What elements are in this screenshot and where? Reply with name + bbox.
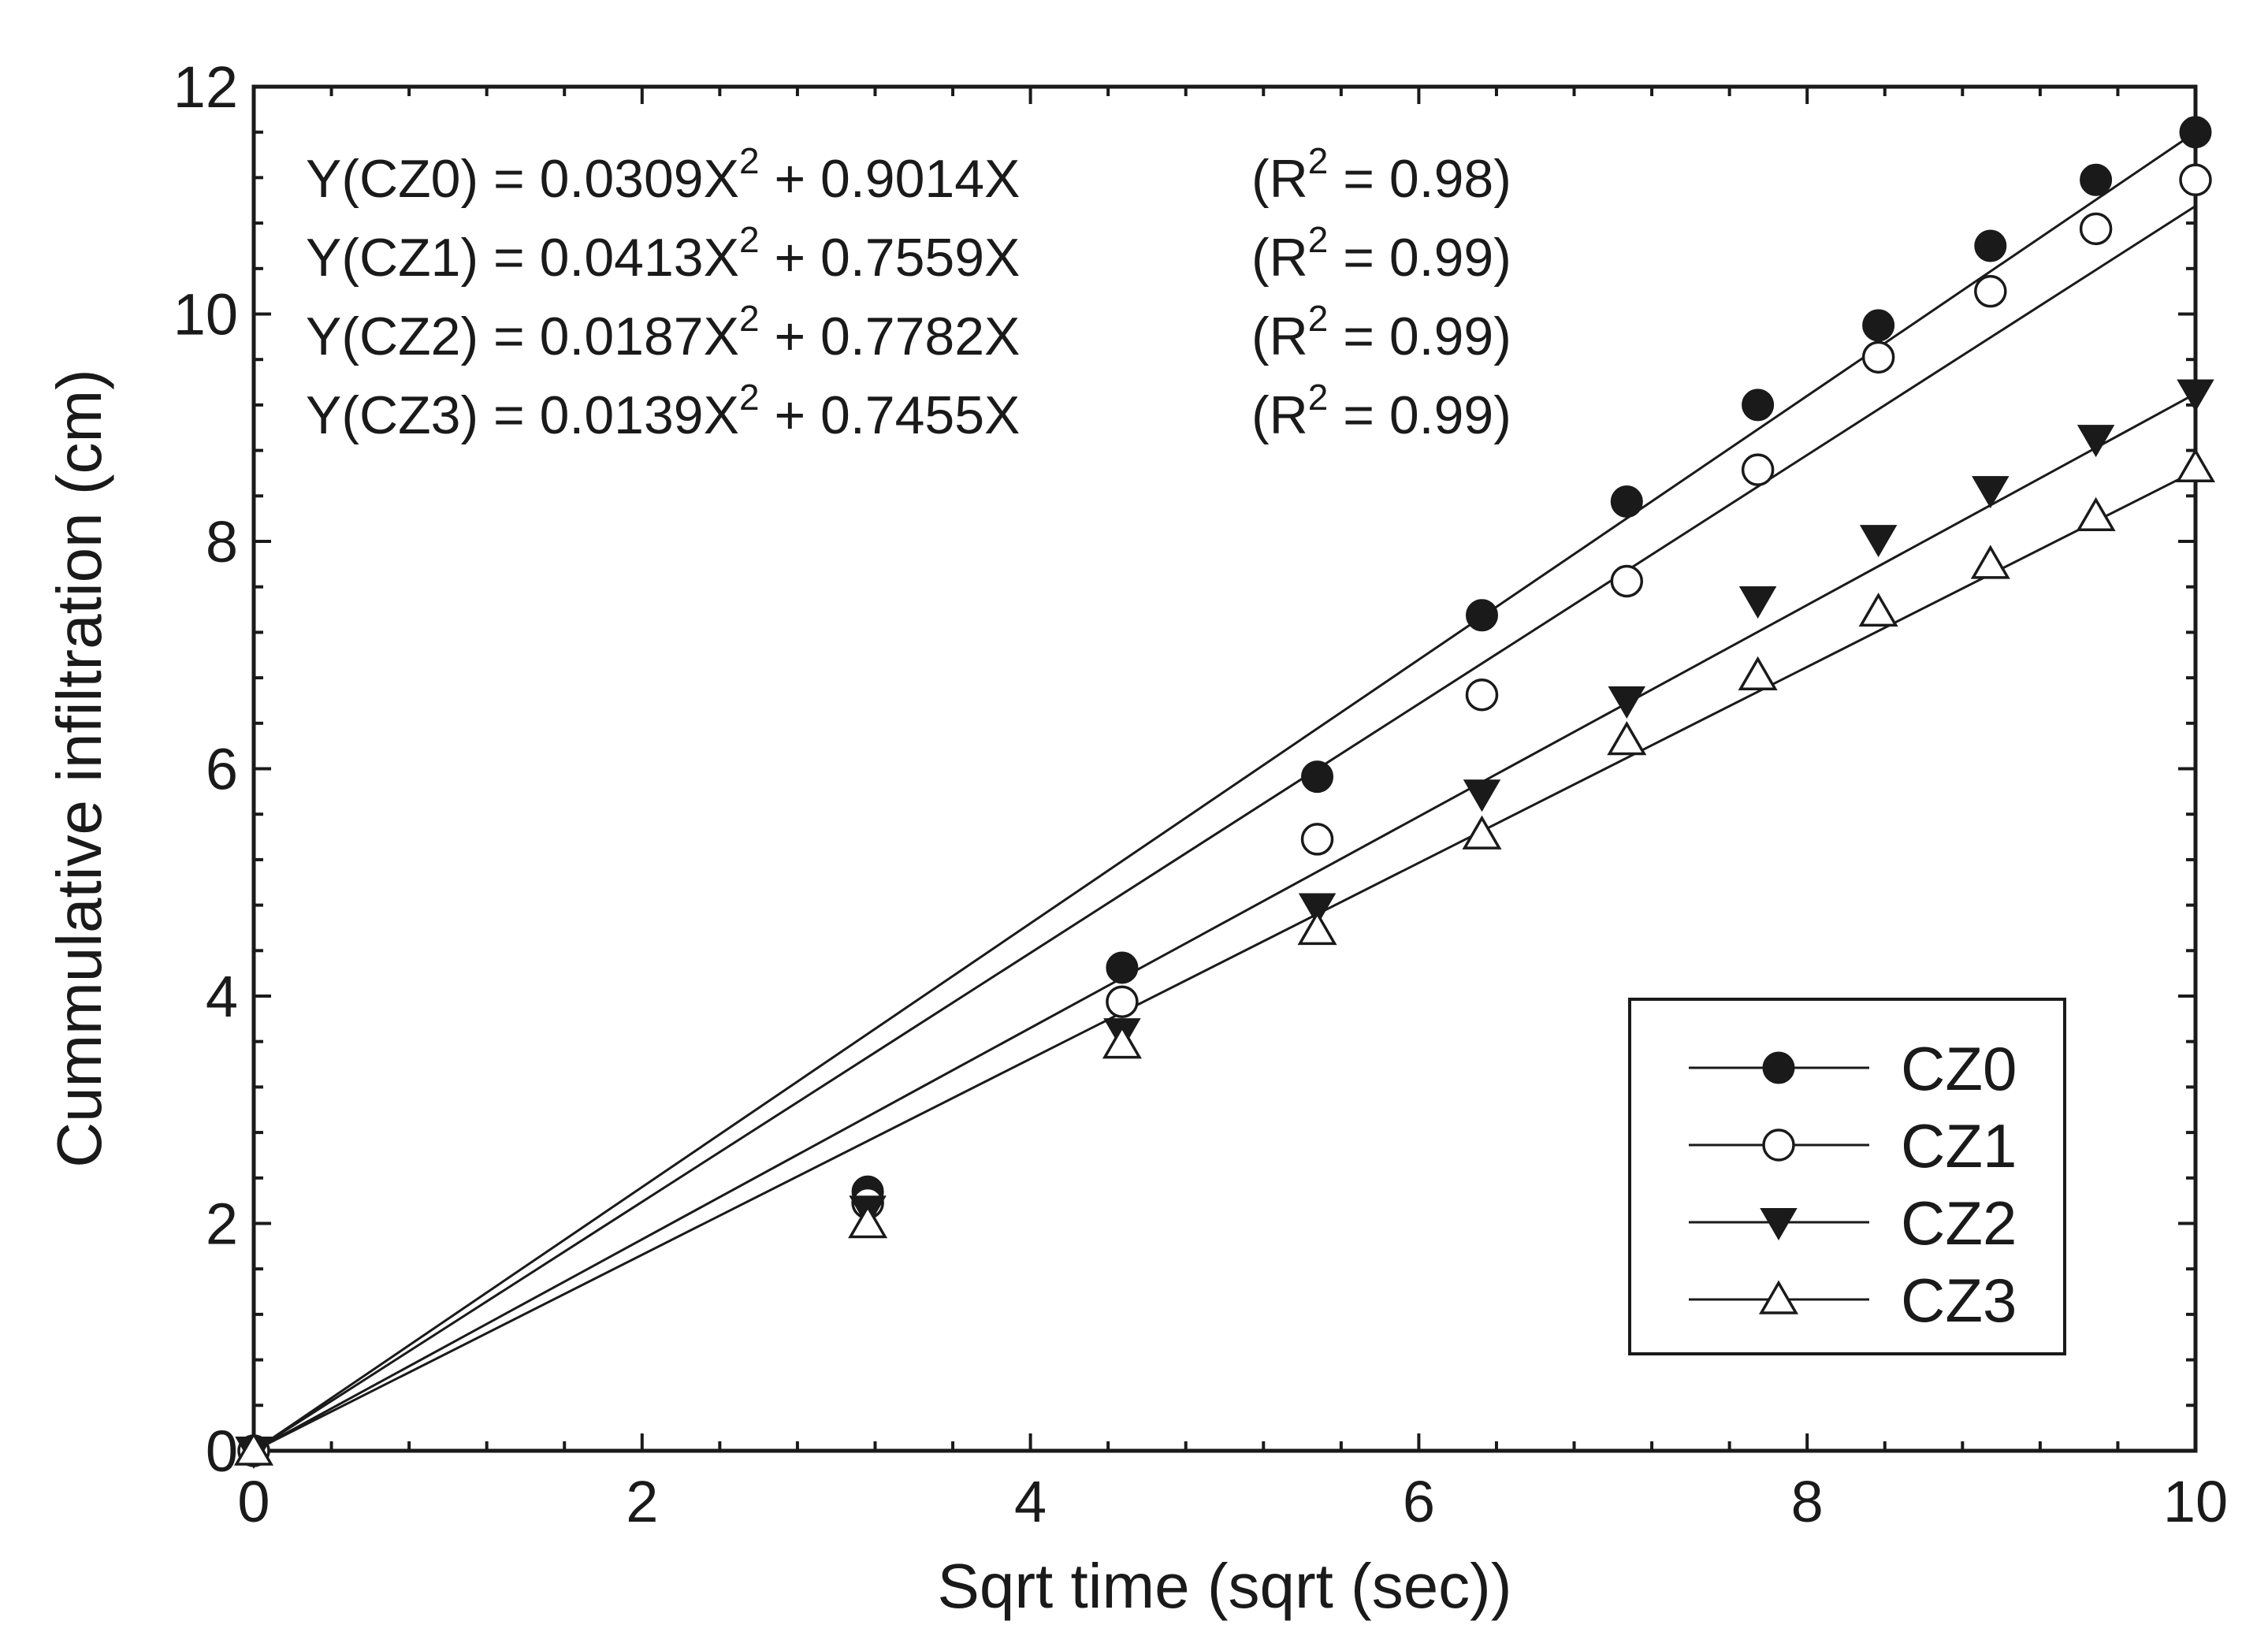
data-point-cz2: [1298, 893, 1337, 926]
legend-label-cz3: CZ3: [1901, 1266, 2017, 1335]
data-point-cz1: [1106, 985, 1139, 1018]
fit-line-cz1: [253, 205, 2196, 1452]
data-point-cz0: [1974, 229, 2007, 262]
data-point-cz2: [1859, 525, 1898, 558]
data-point-cz0: [2179, 116, 2212, 149]
data-point-cz0: [1106, 951, 1139, 984]
y-tick-label: 4: [206, 964, 238, 1029]
y-tick-label: 8: [206, 509, 238, 574]
data-point-cz0: [1465, 599, 1498, 632]
r-squared-cz0: (R2 = 0.98): [1251, 140, 1511, 209]
fit-line-cz2: [253, 392, 2196, 1452]
data-point-cz2: [1972, 476, 2010, 509]
data-points: [233, 116, 2216, 1469]
legend: CZ0 CZ1 CZ2 CZ3: [1628, 998, 2066, 1355]
x-tick-label: 10: [2163, 1469, 2228, 1534]
data-point-cz0: [2080, 163, 2113, 196]
data-point-cz2: [1463, 779, 1501, 812]
data-point-cz3: [1102, 1024, 1142, 1059]
data-point-cz1: [1861, 340, 1895, 374]
data-point-cz0: [1742, 389, 1775, 422]
y-tick-label: 0: [206, 1418, 238, 1484]
data-point-cz3: [1607, 720, 1647, 756]
legend-label-cz0: CZ0: [1901, 1034, 2017, 1103]
data-point-cz2: [1608, 686, 1646, 719]
fit-equations: Y(CZ0) = 0.0309X2 + 0.9014X (R2 = 0.98) Y(…: [306, 140, 1511, 445]
x-axis-label: Sqrt time (sqrt (sec)): [938, 1551, 1512, 1621]
legend-box: [1628, 998, 2066, 1355]
data-point-cz3: [1970, 545, 2010, 579]
data-point-cz1: [2079, 212, 2113, 246]
equation-cz0: Y(CZ0) = 0.0309X2 + 0.9014X: [306, 140, 1020, 209]
data-point-cz0: [1301, 760, 1334, 794]
data-point-cz0: [1610, 485, 1643, 519]
y-tick-label: 6: [206, 737, 238, 802]
axis-ticks: 0 2 4 6 8 10 0 2 4 6 8 10 12: [173, 54, 2228, 1534]
equation-cz2: Y(CZ2) = 0.0187X2 + 0.7782X: [306, 298, 1020, 366]
r-squared-cz3: (R2 = 0.99): [1251, 377, 1511, 445]
data-point-cz1: [2179, 163, 2212, 197]
data-point-cz3: [1858, 592, 1898, 627]
data-point-cz3: [1462, 815, 1502, 850]
fit-line-cz3: [253, 470, 2196, 1452]
legend-marker-cz1: [1762, 1128, 1795, 1162]
legend-marker-cz3: [1758, 1280, 1799, 1314]
data-point-cz1: [1465, 678, 1499, 712]
x-tick-label: 6: [1403, 1469, 1435, 1534]
r-squared-cz2: (R2 = 0.99): [1251, 298, 1511, 366]
y-tick-label: 12: [173, 54, 238, 120]
data-point-cz1: [1741, 453, 1775, 486]
data-point-cz1: [1610, 564, 1644, 598]
y-tick-label: 10: [173, 282, 238, 348]
data-point-cz2: [2077, 425, 2115, 458]
x-tick-label: 2: [626, 1469, 658, 1534]
r-squared-cz1: (R2 = 0.99): [1251, 219, 1511, 288]
x-tick-label: 4: [1014, 1469, 1047, 1534]
equation-cz1: Y(CZ1) = 0.0413X2 + 0.7559X: [306, 219, 1020, 288]
data-point-cz3: [2175, 448, 2216, 482]
data-point-cz1: [1300, 823, 1334, 856]
data-point-cz3: [848, 1204, 888, 1239]
legend-marker-cz2: [1760, 1208, 1798, 1240]
y-tick-label: 2: [206, 1192, 238, 1257]
data-point-cz1: [1974, 274, 2007, 308]
x-tick-label: 0: [237, 1469, 270, 1534]
x-tick-label: 8: [1791, 1469, 1824, 1534]
legend-label-cz1: CZ1: [1901, 1111, 2017, 1180]
y-axis-label: Cummulative infiltration (cm): [44, 369, 114, 1168]
data-point-cz2: [1738, 586, 1777, 619]
legend-label-cz2: CZ2: [1901, 1188, 2017, 1258]
data-point-cz3: [2076, 496, 2116, 532]
data-point-cz3: [1738, 656, 1778, 690]
data-point-cz3: [1297, 910, 1337, 946]
data-point-cz3: [233, 1431, 274, 1466]
legend-marker-cz0: [1762, 1051, 1795, 1084]
equation-cz3: Y(CZ3) = 0.0139X2 + 0.7455X: [306, 377, 1020, 445]
data-point-cz2: [2177, 379, 2214, 412]
data-point-cz0: [1862, 309, 1895, 342]
